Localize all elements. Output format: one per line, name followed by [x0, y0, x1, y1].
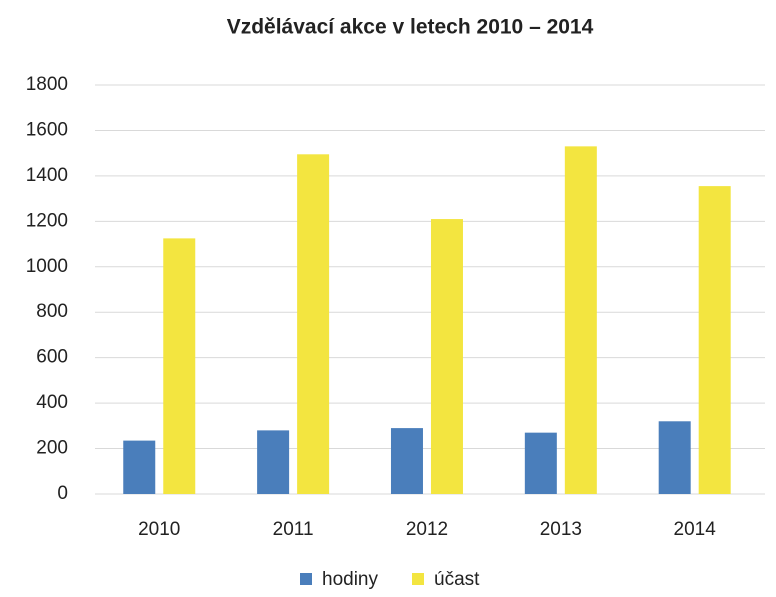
bar — [524, 432, 557, 494]
legend-swatch — [412, 573, 424, 585]
x-tick-label: 2013 — [540, 519, 582, 540]
y-tick-label: 400 — [36, 392, 68, 413]
y-tick-label: 0 — [57, 483, 68, 504]
x-tick-label: 2011 — [273, 519, 314, 540]
y-tick-label: 1600 — [26, 119, 68, 140]
bar — [658, 421, 691, 494]
legend-label: účast — [434, 569, 480, 590]
chart-title: Vzdělávací akce v letech 2010 – 2014 — [227, 16, 594, 39]
x-tick-label: 2010 — [138, 519, 180, 540]
y-tick-label: 1000 — [26, 256, 68, 277]
legend-label: hodiny — [322, 569, 378, 590]
legend-swatch — [300, 573, 312, 585]
y-tick-label: 1800 — [26, 74, 68, 95]
y-tick-label: 200 — [36, 438, 68, 459]
bar — [297, 154, 330, 494]
y-tick-label: 1200 — [26, 210, 68, 231]
bar — [123, 440, 156, 494]
bar — [390, 428, 423, 494]
y-tick-label: 600 — [36, 347, 68, 368]
x-tick-label: 2012 — [406, 519, 448, 540]
y-tick-label: 800 — [36, 301, 68, 322]
y-tick-label: 1400 — [26, 165, 68, 186]
x-tick-label: 2014 — [674, 519, 717, 540]
bar — [163, 238, 196, 494]
bar — [564, 146, 597, 494]
bar — [430, 219, 463, 495]
bar — [257, 430, 290, 494]
bar — [698, 186, 731, 494]
